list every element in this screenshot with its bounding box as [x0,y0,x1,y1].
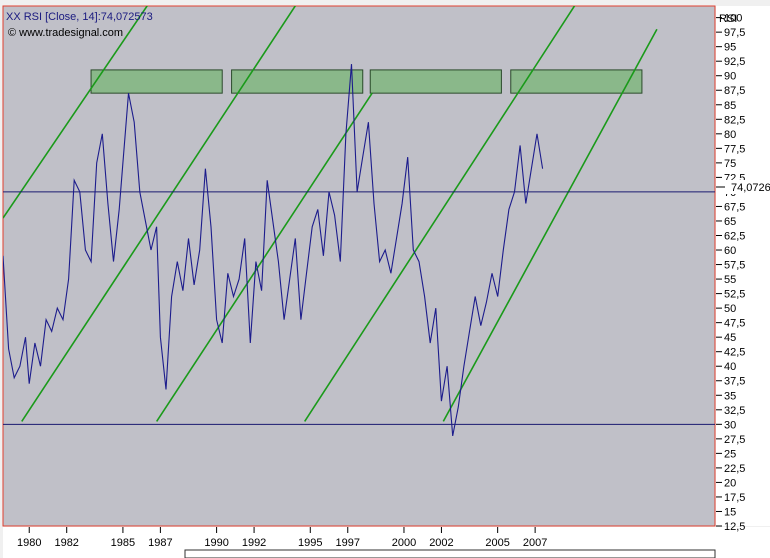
resistance-zone [369,69,502,94]
y-axis-title: RSI [719,13,737,25]
threshold-lines [3,191,715,425]
y-tick-label: 40 [724,361,736,373]
y-tick-label: 95 [724,42,736,54]
last-value-badge [716,180,770,194]
x-tick-label: 1997 [336,537,360,549]
x-tick-label: 2007 [523,537,547,549]
right-axis-panel [716,6,770,526]
channel-line [3,6,149,219]
x-tick-label: 1985 [111,537,135,549]
chart-title: XX RSI [Close, 14]:74,072573 [6,11,153,23]
resistance-zone [231,69,364,94]
y-tick-label: 55 [724,274,736,286]
x-tick-label: 1980 [17,537,41,549]
resistance-zone [90,69,223,94]
bottom-scrollbar[interactable] [184,549,716,558]
channel-line [303,6,576,422]
y-tick-label: 17,5 [724,492,745,504]
y-tick-label: 75 [724,158,736,170]
resistance-zones [90,69,643,94]
y-tick-label: 12,5 [724,521,745,533]
x-axis: 1980 1982 1985 1987 1990 1992 1995 1997 2000 2002… [17,527,547,549]
y-tick-label: 22,5 [724,463,745,475]
y-tick-label: 67,5 [724,201,745,213]
resistance-zone [510,69,643,94]
x-tick-label: 1987 [148,537,172,549]
y-tick-label: 35 [724,390,736,402]
y-tick-label: 100 [724,13,742,25]
y-axis: 10097,59592,59087,58582,58077,57572,5706… [716,13,745,533]
last-value-label: 74,0726 [731,182,770,194]
y-tick-label: 77,5 [724,143,745,155]
channel-line [155,92,373,422]
y-tick-label: 85 [724,100,736,112]
y-tick-label: 92,5 [724,56,745,68]
y-tick-label: 90 [724,71,736,83]
y-tick-label: 80 [724,129,736,141]
x-tick-label: 1982 [54,537,78,549]
y-tick-label: 15 [724,506,736,518]
y-tick-label: 37,5 [724,376,745,388]
y-tick-label: 30 [724,419,736,431]
y-tick-label: 25 [724,448,736,460]
watermark: © www.tradesignal.com [8,27,123,39]
y-tick-label: 42,5 [724,347,745,359]
rsi-line [3,64,544,437]
y-tick-label: 62,5 [724,230,745,242]
y-tick-label: 52,5 [724,289,745,301]
x-tick-label: 1995 [298,537,322,549]
x-tick-label: 2005 [485,537,509,549]
y-tick-label: 82,5 [724,114,745,126]
y-tick-label: 87,5 [724,85,745,97]
x-tick-label: 1992 [242,537,266,549]
rsi-series [3,64,544,437]
y-tick-label: 65 [724,216,736,228]
y-tick-label: 32,5 [724,405,745,417]
x-tick-label: 1990 [204,537,228,549]
y-tick-label: 50 [724,303,736,315]
y-tick-label: 45 [724,332,736,344]
x-tick-label: 2000 [392,537,416,549]
y-tick-label: 60 [724,245,736,257]
x-tick-label: 2002 [429,537,453,549]
channel-lines [3,6,658,422]
channel-line [442,28,658,422]
y-tick-label: 57,5 [724,260,745,272]
y-tick-label: 27,5 [724,434,745,446]
channel-line [21,6,297,422]
y-tick-label: 97,5 [724,27,745,39]
y-tick-label: 20 [724,477,736,489]
y-tick-label: 47,5 [724,318,745,330]
